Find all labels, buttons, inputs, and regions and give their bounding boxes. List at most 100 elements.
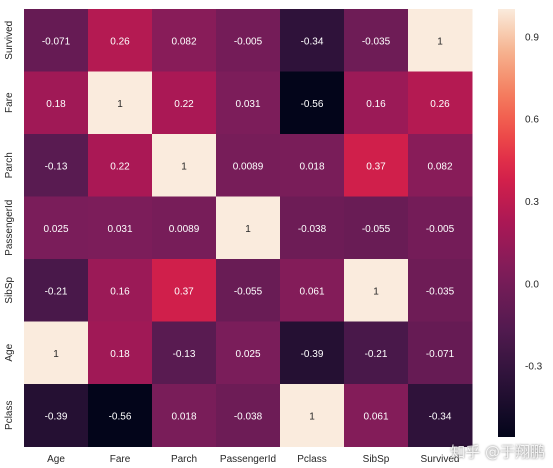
cell-value-label: -0.071 bbox=[426, 349, 455, 360]
heatmap-cell bbox=[344, 321, 409, 385]
heatmap-cell bbox=[344, 71, 409, 135]
heatmap-cell bbox=[152, 196, 217, 260]
heatmap-cell bbox=[408, 321, 473, 385]
cell-value-label: -0.035 bbox=[362, 36, 391, 47]
cell-value-label: 0.0089 bbox=[233, 161, 264, 172]
heatmap-cell bbox=[24, 196, 89, 260]
heatmap-cell bbox=[408, 196, 473, 260]
heatmap-cell bbox=[88, 134, 153, 197]
x-tick-label: PassengerId bbox=[220, 454, 276, 465]
heatmap-cell bbox=[280, 321, 345, 385]
cell-value-label: -0.56 bbox=[301, 99, 324, 110]
cell-value-label: 1 bbox=[181, 161, 187, 172]
cell-value-label: 0.061 bbox=[299, 286, 324, 297]
heatmap-cell bbox=[88, 196, 153, 260]
cell-value-label: 0.16 bbox=[366, 99, 386, 110]
cell-value-label: 0.16 bbox=[110, 286, 130, 297]
heatmap-cell bbox=[280, 134, 345, 197]
cell-value-label: 1 bbox=[437, 36, 443, 47]
heatmap-cell bbox=[344, 134, 409, 197]
cell-value-label: -0.39 bbox=[301, 349, 324, 360]
heatmap-cell bbox=[344, 196, 409, 260]
heatmap-cell bbox=[280, 9, 345, 72]
cell-value-label: 0.025 bbox=[43, 224, 68, 235]
colorbar-tick-label: 0.0 bbox=[525, 279, 539, 290]
y-tick-label: Pclass bbox=[4, 401, 15, 430]
y-tick-label: PassengerId bbox=[4, 200, 15, 256]
heatmap-cell bbox=[24, 9, 89, 72]
heatmap-cell bbox=[408, 259, 473, 322]
heatmap-cell bbox=[408, 9, 473, 72]
x-tick-label: Parch bbox=[171, 454, 197, 465]
heatmap-cell bbox=[152, 134, 217, 197]
cell-value-label: -0.34 bbox=[301, 36, 324, 47]
cell-value-label: 1 bbox=[245, 224, 251, 235]
cell-value-label: -0.56 bbox=[109, 411, 132, 422]
cell-value-label: 0.031 bbox=[107, 224, 132, 235]
cell-value-label: -0.13 bbox=[45, 161, 68, 172]
cell-value-label: 1 bbox=[373, 286, 379, 297]
y-tick-label: SibSp bbox=[4, 276, 15, 303]
cell-value-label: 0.061 bbox=[363, 411, 388, 422]
x-tick-label: Age bbox=[47, 454, 65, 465]
heatmap-cell bbox=[344, 9, 409, 72]
cell-value-label: 0.26 bbox=[110, 36, 130, 47]
cell-value-label: 0.0089 bbox=[169, 224, 200, 235]
heatmap-cell bbox=[408, 71, 473, 135]
cell-value-label: 0.082 bbox=[171, 36, 196, 47]
y-tick-label: Parch bbox=[4, 152, 15, 178]
y-tick-label: Fare bbox=[4, 92, 15, 113]
heatmap-cell bbox=[88, 9, 153, 72]
cell-value-label: 0.26 bbox=[430, 99, 450, 110]
cell-value-label: 0.22 bbox=[110, 161, 130, 172]
heatmap-cell bbox=[216, 384, 281, 447]
cell-value-label: -0.005 bbox=[426, 224, 455, 235]
cell-value-label: 0.18 bbox=[46, 99, 66, 110]
heatmap-cell bbox=[216, 259, 281, 322]
colorbar-tick-label: 0.6 bbox=[525, 115, 539, 126]
cell-value-label: -0.39 bbox=[45, 411, 68, 422]
heatmap-cell bbox=[88, 384, 153, 447]
heatmap-cell bbox=[152, 9, 217, 72]
heatmap-cell bbox=[216, 9, 281, 72]
heatmap-cell bbox=[408, 384, 473, 447]
cell-value-label: 0.018 bbox=[171, 411, 196, 422]
heatmap-cell bbox=[152, 71, 217, 135]
colorbar bbox=[498, 9, 515, 437]
heatmap-cell bbox=[24, 71, 89, 135]
heatmap-cell bbox=[216, 134, 281, 197]
cell-value-label: 1 bbox=[117, 99, 123, 110]
heatmap-cell bbox=[152, 259, 217, 322]
x-tick-label: Fare bbox=[110, 454, 131, 465]
heatmap-cell bbox=[152, 384, 217, 447]
heatmap-cell bbox=[280, 196, 345, 260]
y-tick-label: Survived bbox=[4, 21, 15, 60]
cell-value-label: -0.038 bbox=[298, 224, 327, 235]
cell-value-label: 0.37 bbox=[174, 286, 194, 297]
heatmap-cell bbox=[216, 71, 281, 135]
heatmap-cell bbox=[408, 134, 473, 197]
heatmap-cell bbox=[216, 196, 281, 260]
heatmap-cell bbox=[24, 384, 89, 447]
heatmap-cell bbox=[88, 321, 153, 385]
cell-value-label: 0.22 bbox=[174, 99, 194, 110]
cell-value-label: -0.035 bbox=[426, 286, 455, 297]
cell-value-label: 0.025 bbox=[235, 349, 260, 360]
cell-value-label: -0.055 bbox=[362, 224, 391, 235]
cell-value-label: -0.071 bbox=[42, 36, 71, 47]
cell-value-label: -0.13 bbox=[173, 349, 196, 360]
cell-value-label: -0.055 bbox=[234, 286, 263, 297]
y-tick-label: Age bbox=[4, 343, 15, 361]
heatmap-cell bbox=[152, 321, 217, 385]
colorbar-tick-label: 0.3 bbox=[525, 197, 539, 208]
heatmap-cell bbox=[280, 384, 345, 447]
cell-value-label: 0.18 bbox=[110, 349, 130, 360]
heatmap-cell bbox=[344, 259, 409, 322]
heatmap-cell bbox=[24, 321, 89, 385]
cell-value-label: 0.018 bbox=[299, 161, 324, 172]
heatmap-cell bbox=[344, 384, 409, 447]
heatmap-cell bbox=[216, 321, 281, 385]
cell-value-label: 0.37 bbox=[366, 161, 386, 172]
cell-value-label: -0.038 bbox=[234, 411, 263, 422]
